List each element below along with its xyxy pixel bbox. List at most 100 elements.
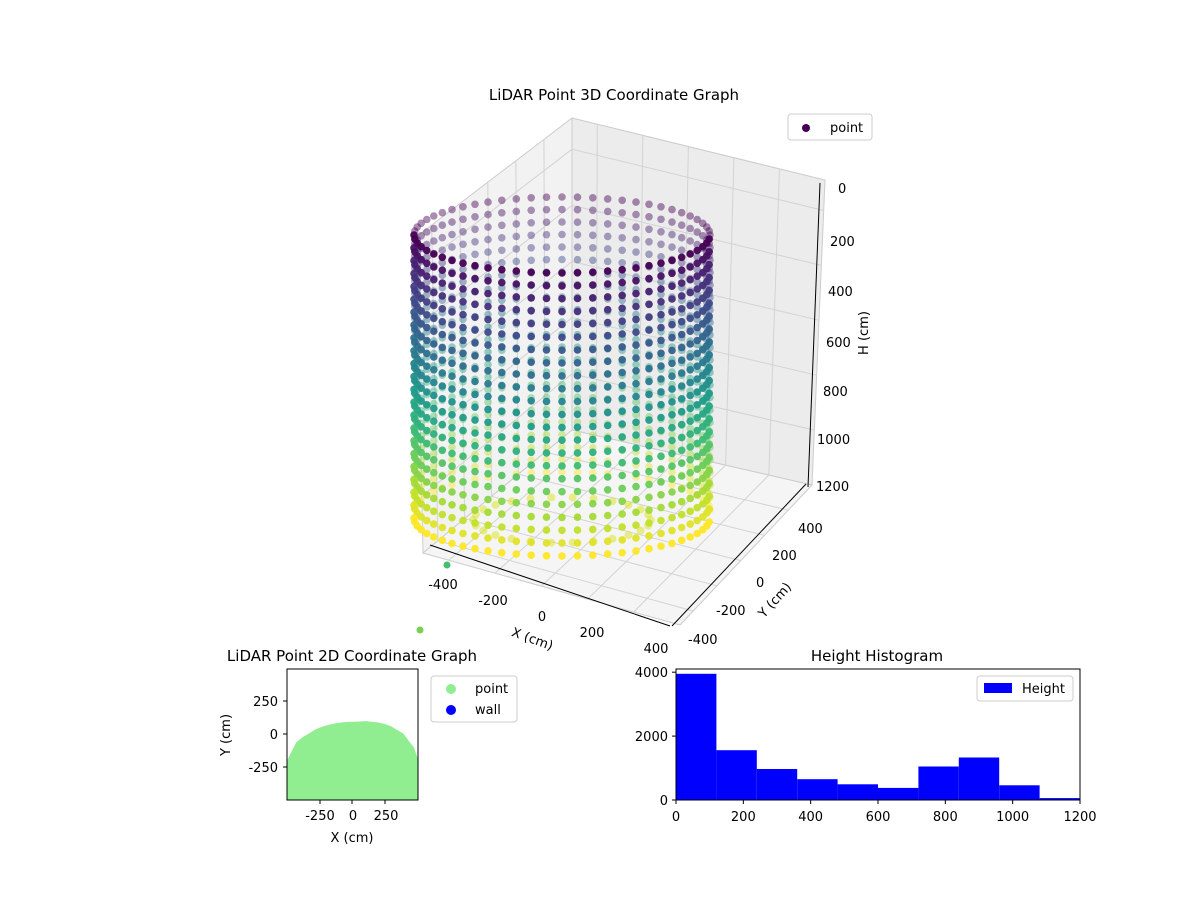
cloud-point (448, 455, 456, 464)
cloud-point (618, 196, 626, 205)
cloud-point (448, 333, 456, 342)
cloud-point (618, 368, 626, 377)
cloud-point (542, 539, 551, 547)
cloud-point (686, 424, 694, 433)
cloud-point (632, 547, 640, 555)
cloud-point (657, 259, 665, 268)
cloud-point (657, 265, 665, 274)
cloud-point (491, 531, 500, 540)
cloud-point (471, 287, 479, 296)
cloud-point (603, 473, 612, 481)
cloud-point (558, 359, 566, 367)
cloud-point (459, 465, 467, 473)
cloud-point (603, 447, 612, 456)
cloud-point (498, 304, 506, 313)
cloud-point (677, 317, 686, 326)
cloud-point (573, 359, 582, 367)
cloud-point (657, 278, 665, 286)
cloud-point (438, 258, 447, 267)
cloud-point (430, 314, 438, 323)
cloud-point (498, 548, 506, 557)
height-histogram: Height Histogram 0 200 400 600 800 1000 1200 0… (635, 647, 1097, 825)
cloud-point (558, 282, 566, 290)
cloud-point (459, 215, 467, 224)
y-axis-label-2d: Y (cm) (219, 714, 234, 757)
cloud-point (589, 231, 597, 240)
cloud-point (677, 208, 686, 217)
cloud-point (438, 459, 447, 468)
cloud-point (573, 461, 582, 470)
cloud-point (573, 513, 582, 521)
cloud-point (438, 253, 447, 262)
cloud-point (686, 462, 694, 470)
cloud-point (423, 246, 431, 255)
cloud-point (677, 221, 686, 229)
cloud-point (459, 265, 467, 274)
cloud-point (423, 265, 431, 274)
cloud-point (657, 298, 665, 306)
cloud-point (632, 289, 640, 298)
cloud-point (636, 526, 645, 535)
cloud-point (686, 468, 694, 477)
cloud-point (632, 398, 640, 406)
cloud-point (686, 275, 694, 284)
cloud-point (430, 424, 438, 433)
cloud-point (484, 457, 492, 465)
cloud-point (589, 409, 597, 418)
cloud-point (471, 519, 479, 527)
cloud-point (498, 317, 506, 326)
cloud-point (686, 301, 694, 310)
legend-marker-wall (446, 705, 456, 715)
cloud-point (573, 255, 582, 264)
chart-2d-title: LiDAR Point 2D Coordinate Graph (227, 647, 477, 665)
cloud-point (413, 223, 422, 231)
cloud-point (693, 362, 701, 371)
cloud-point (498, 420, 506, 428)
cloud-point (693, 215, 701, 224)
grid-line (571, 204, 822, 266)
cloud-point (410, 449, 418, 458)
point-cloud-region (287, 721, 418, 800)
cloud-point (632, 482, 640, 491)
cloud-point (668, 282, 676, 291)
cloud-point (589, 474, 597, 482)
cloud-point (589, 384, 597, 392)
cloud-point (677, 253, 686, 262)
cloud-point (677, 485, 686, 493)
cloud-point (657, 452, 665, 461)
cloud-point (512, 498, 521, 507)
cloud-point (484, 469, 492, 478)
cloud-point (677, 459, 686, 468)
cloud-point (603, 267, 612, 275)
cloud-point (491, 500, 500, 509)
cloud-point (573, 346, 582, 354)
x-axis-ticks-2d: -250 0 250 (305, 800, 398, 824)
cloud-point (498, 446, 506, 454)
cloud-point (589, 487, 597, 495)
cloud-point (632, 210, 640, 219)
cloud-point (603, 511, 612, 520)
cloud-point (558, 269, 566, 277)
cloud-point (498, 246, 506, 255)
cloud-point (589, 294, 597, 302)
cloud-point (527, 499, 535, 508)
cloud-point (589, 307, 597, 315)
cloud-point (657, 465, 665, 473)
cloud-point (618, 221, 626, 230)
legend-label: point (830, 121, 863, 136)
legend-label: point (475, 682, 508, 697)
cloud-point (512, 447, 521, 456)
cloud-point (645, 377, 653, 386)
cloud-point (459, 426, 467, 435)
legend-marker (802, 124, 810, 132)
cloud-point (589, 332, 597, 341)
cloud-point (603, 357, 612, 366)
cloud-point (448, 443, 456, 451)
cloud-point (512, 280, 521, 288)
cloud-point (668, 423, 676, 432)
cloud-point (430, 224, 438, 233)
cloud-point (632, 341, 640, 349)
cloud-point (657, 529, 665, 538)
histogram-bar (837, 784, 878, 800)
cloud-point (686, 456, 694, 464)
